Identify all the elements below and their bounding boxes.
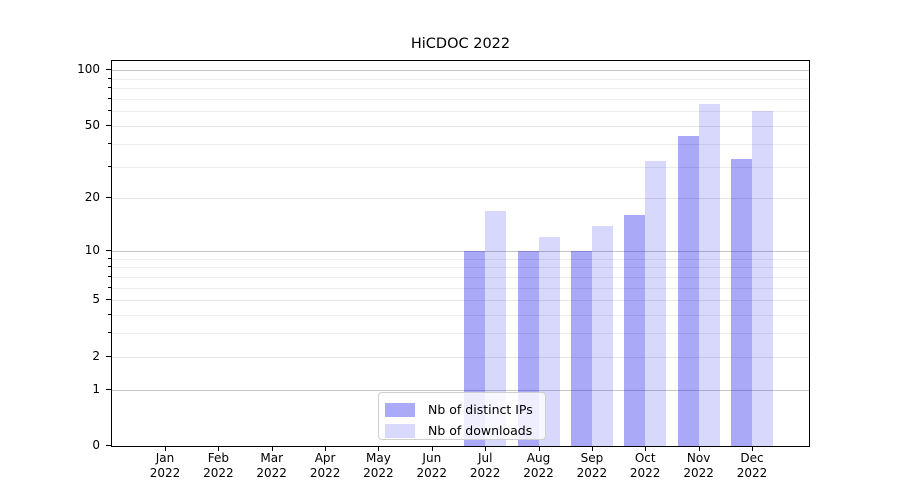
gridline-minor bbox=[112, 143, 809, 145]
bar-distinct-ips-nov bbox=[677, 136, 699, 446]
x-tick-label: Mar 2022 bbox=[256, 451, 287, 480]
y-tick-label: 5 bbox=[92, 292, 100, 307]
x-tick bbox=[591, 446, 593, 451]
y-minor-tick bbox=[108, 275, 111, 277]
bar-downloads-dec bbox=[752, 111, 773, 446]
x-tick bbox=[485, 446, 487, 451]
bar-downloads-oct bbox=[645, 161, 667, 446]
gridline-emphasized bbox=[112, 250, 809, 252]
gridline-minor bbox=[112, 258, 809, 260]
gridline-emphasized bbox=[112, 70, 809, 72]
y-tick bbox=[106, 249, 111, 251]
x-tick bbox=[378, 446, 380, 451]
bar-downloads-nov bbox=[698, 103, 720, 446]
gridline-minor bbox=[112, 287, 809, 289]
chart-title: HiCDOC 2022 bbox=[410, 36, 511, 52]
gridline-minor bbox=[112, 315, 809, 316]
x-tick-label: Dec 2022 bbox=[736, 451, 768, 480]
gridline-major bbox=[112, 126, 809, 127]
x-tick bbox=[325, 446, 327, 451]
x-tick bbox=[431, 446, 433, 451]
gridline-minor bbox=[112, 78, 809, 80]
legend-swatch-icon bbox=[385, 423, 415, 438]
legend-swatch-icon bbox=[385, 402, 415, 417]
y-minor-tick bbox=[108, 286, 111, 288]
x-tick-label: Nov 2022 bbox=[683, 451, 714, 480]
y-minor-tick bbox=[108, 332, 111, 334]
legend-label: Nb of downloads bbox=[428, 423, 533, 438]
x-tick bbox=[752, 446, 753, 451]
gridline-major bbox=[112, 356, 809, 358]
legend-row-downloads: Nb of downloads bbox=[385, 420, 537, 441]
gridline-minor bbox=[112, 99, 809, 101]
x-tick bbox=[698, 446, 700, 451]
x-tick-label: Jan 2022 bbox=[149, 451, 181, 480]
legend-label: Nb of distinct IPs bbox=[428, 402, 533, 417]
y-tick-label: 100 bbox=[77, 62, 100, 77]
gridline-major bbox=[112, 198, 809, 200]
x-tick bbox=[271, 446, 273, 451]
gridline-minor bbox=[112, 267, 809, 269]
x-tick bbox=[645, 446, 647, 451]
y-tick-label: 20 bbox=[84, 190, 100, 205]
y-tick bbox=[106, 299, 111, 301]
gridline-minor bbox=[112, 111, 809, 113]
x-tick-label: Oct 2022 bbox=[629, 451, 661, 480]
legend-row-distinct-ips: Nb of distinct IPs bbox=[385, 399, 537, 420]
y-minor-tick bbox=[108, 165, 111, 167]
y-tick-label: 1 bbox=[92, 381, 100, 396]
x-tick-label: Feb 2022 bbox=[203, 451, 234, 480]
y-minor-tick bbox=[108, 142, 111, 144]
y-tick-label: 50 bbox=[84, 118, 100, 132]
y-minor-tick bbox=[108, 98, 111, 100]
x-tick-label: Jun 2022 bbox=[416, 451, 448, 480]
x-tick-label: Jul 2022 bbox=[469, 451, 501, 480]
y-minor-tick bbox=[108, 266, 111, 268]
gridline-minor bbox=[112, 276, 809, 278]
y-tick bbox=[106, 388, 111, 390]
y-minor-tick bbox=[108, 257, 111, 259]
y-tick bbox=[106, 355, 111, 357]
x-tick-label: Aug 2022 bbox=[523, 451, 554, 480]
bar-downloads-sep bbox=[591, 225, 613, 446]
y-tick-label: 0 bbox=[92, 438, 100, 452]
gridline-minor bbox=[112, 88, 809, 90]
gridline-emphasized bbox=[112, 389, 809, 391]
bar-distinct-ips-sep bbox=[570, 250, 592, 446]
y-tick-label: 10 bbox=[84, 242, 100, 257]
bar-downloads-jul bbox=[485, 210, 507, 446]
x-tick bbox=[218, 446, 220, 451]
y-tick-label: 2 bbox=[92, 348, 100, 363]
y-tick bbox=[106, 69, 111, 71]
y-minor-tick bbox=[108, 314, 111, 315]
y-tick bbox=[106, 445, 111, 446]
gridline-minor bbox=[112, 166, 809, 168]
plot-area: Nb of distinct IPs Nb of downloads bbox=[111, 60, 810, 447]
x-tick-label: Sep 2022 bbox=[576, 451, 608, 480]
y-minor-tick bbox=[108, 110, 111, 112]
bar-distinct-ips-oct bbox=[624, 215, 646, 446]
bar-distinct-ips-dec bbox=[731, 159, 752, 446]
y-minor-tick bbox=[108, 87, 111, 89]
x-tick-label: Apr 2022 bbox=[309, 451, 341, 480]
y-tick bbox=[106, 125, 111, 126]
legend: Nb of distinct IPs Nb of downloads bbox=[378, 392, 546, 440]
gridline-minor bbox=[112, 333, 809, 335]
x-tick bbox=[165, 446, 166, 451]
x-tick bbox=[538, 446, 540, 451]
x-tick-label: May 2022 bbox=[363, 451, 394, 480]
gridline-major bbox=[112, 300, 809, 302]
y-tick bbox=[106, 197, 111, 199]
y-minor-tick bbox=[108, 77, 111, 79]
